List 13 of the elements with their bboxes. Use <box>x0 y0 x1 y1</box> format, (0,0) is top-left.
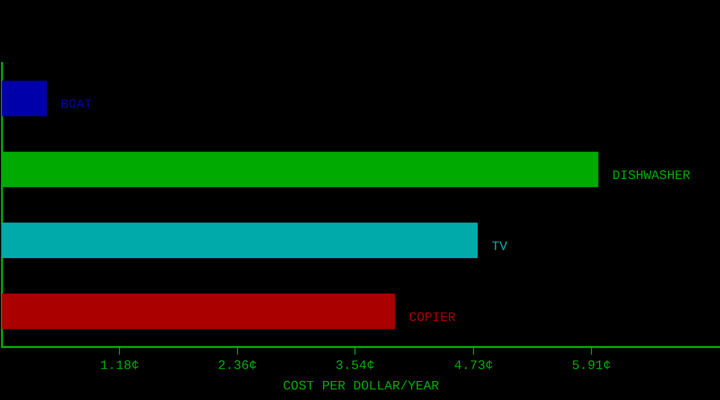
y-tick-label: COPIER <box>408 310 456 325</box>
y-tick-label: DISHWASHER <box>612 168 691 183</box>
x-axis-title: COST PER DOLLAR/YEAR <box>282 378 440 394</box>
x-tick-label: 5.91¢ <box>572 358 611 374</box>
x-tick-label: 2.36¢ <box>218 358 257 374</box>
x-tick-label: 3.54¢ <box>336 358 375 374</box>
x-tick-label: 1.18¢ <box>100 358 140 374</box>
y-tick-label: BOAT <box>60 96 92 112</box>
bar <box>2 222 478 258</box>
y-tick-label: TV <box>492 238 508 254</box>
x-tick-label: 4.73¢ <box>454 358 494 374</box>
bar <box>2 80 47 116</box>
bar <box>2 294 395 330</box>
